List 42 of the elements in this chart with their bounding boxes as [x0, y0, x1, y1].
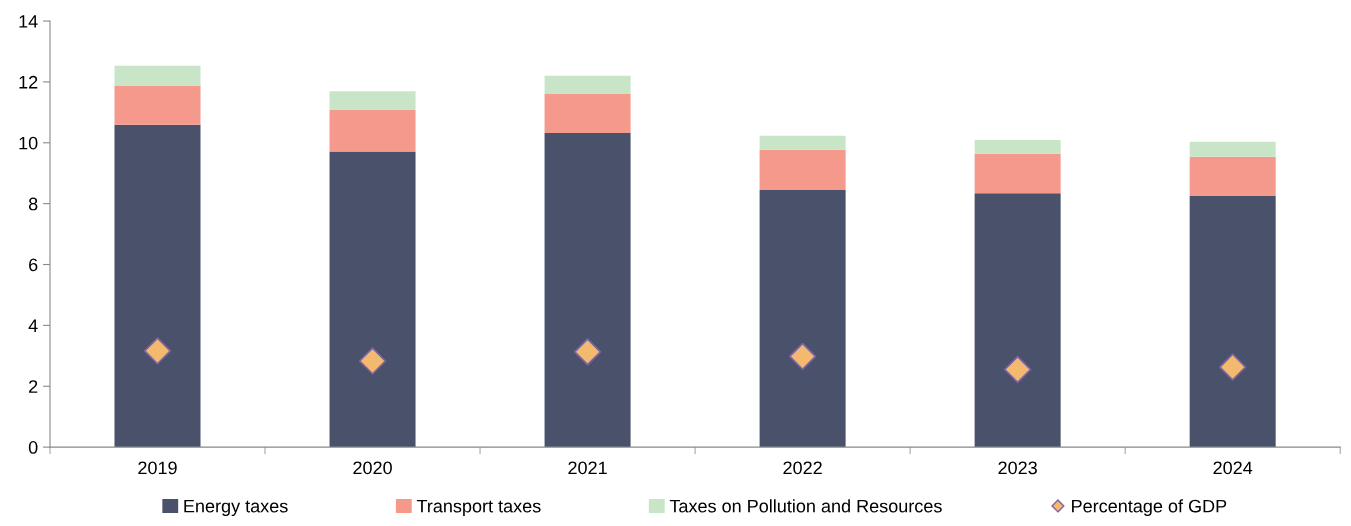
bar: [114, 124, 201, 448]
bar: [759, 149, 846, 190]
point: [143, 337, 172, 365]
legend-label: Energy taxes: [184, 499, 288, 517]
x-tick-label: 2024: [1213, 461, 1253, 475]
bar: [1189, 156, 1276, 197]
bar: [329, 151, 416, 448]
legend-label: Percentage of GDP: [1072, 499, 1227, 517]
point: [358, 347, 387, 375]
point: [1004, 355, 1032, 384]
bar: [1189, 196, 1276, 448]
x-tick-label: 2021: [568, 461, 607, 475]
y-tick-label: 12: [19, 75, 38, 89]
bar: [1189, 141, 1276, 157]
legend-label: Transport taxes: [416, 499, 541, 517]
legend-label: Taxes on Pollution and Resources: [669, 499, 942, 513]
y-tick-label: 4: [28, 319, 38, 332]
bar: [544, 75, 631, 94]
x-tick-label: 2023: [998, 461, 1037, 475]
y-tick-label: 2: [29, 380, 38, 393]
bar: [974, 140, 1061, 154]
point: [788, 342, 817, 371]
y-tick-label: 14: [19, 15, 38, 28]
bar: [759, 189, 846, 448]
point: [1219, 353, 1247, 381]
bar: [329, 91, 416, 110]
bar: [114, 65, 201, 86]
bar: [974, 153, 1061, 194]
y-tick-label: 8: [28, 197, 38, 211]
x-tick-label: 2020: [353, 461, 392, 475]
bar: [329, 109, 416, 152]
x-tick-label: 2019: [138, 461, 177, 475]
bar: [544, 133, 631, 448]
y-tick-label: 0: [28, 441, 38, 454]
bar: [974, 193, 1061, 448]
bar: [114, 85, 201, 125]
x-tick-label: 2022: [783, 461, 822, 475]
y-tick-label: 6: [29, 258, 38, 272]
bar: [759, 135, 846, 150]
y-tick-label: 10: [19, 136, 38, 150]
point: [573, 338, 602, 366]
bar: [544, 93, 631, 134]
